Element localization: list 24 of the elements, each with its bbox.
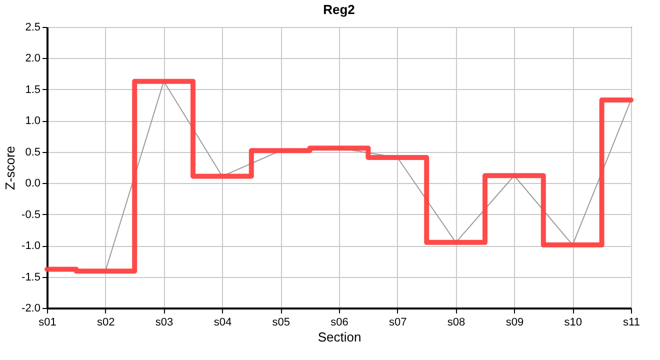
- y-axis-title: Z-score: [2, 146, 18, 190]
- y-tick-label: -1.0: [22, 240, 40, 252]
- y-tick-label: -2.0: [22, 302, 40, 314]
- x-tick-label: s11: [623, 316, 640, 328]
- y-tick-label: 1.0: [25, 115, 40, 128]
- x-tick-label: s06: [330, 316, 348, 328]
- x-tick-label: s09: [506, 316, 524, 328]
- x-tick-label: s07: [389, 316, 407, 328]
- x-tick-label: s03: [155, 316, 174, 328]
- x-tick-label: s05: [272, 316, 290, 328]
- y-tick-label: -0.5: [22, 208, 40, 221]
- x-axis-title: Section: [318, 330, 362, 344]
- y-tick-label: 0.0: [25, 178, 40, 190]
- x-tick-label: s04: [214, 316, 232, 328]
- x-tick-label: s01: [38, 316, 56, 328]
- x-tick-label: s02: [97, 316, 115, 328]
- y-tick-label: 2.5: [25, 22, 40, 34]
- y-tick-label: -1.5: [22, 271, 40, 284]
- y-tick-label: 1.5: [25, 84, 40, 96]
- y-tick-label: 2.0: [25, 52, 40, 65]
- x-tick-label: s08: [447, 316, 466, 328]
- x-tick-label: s10: [564, 316, 582, 328]
- y-tick-label: 0.5: [25, 146, 40, 158]
- chart-title: Reg2: [323, 2, 355, 17]
